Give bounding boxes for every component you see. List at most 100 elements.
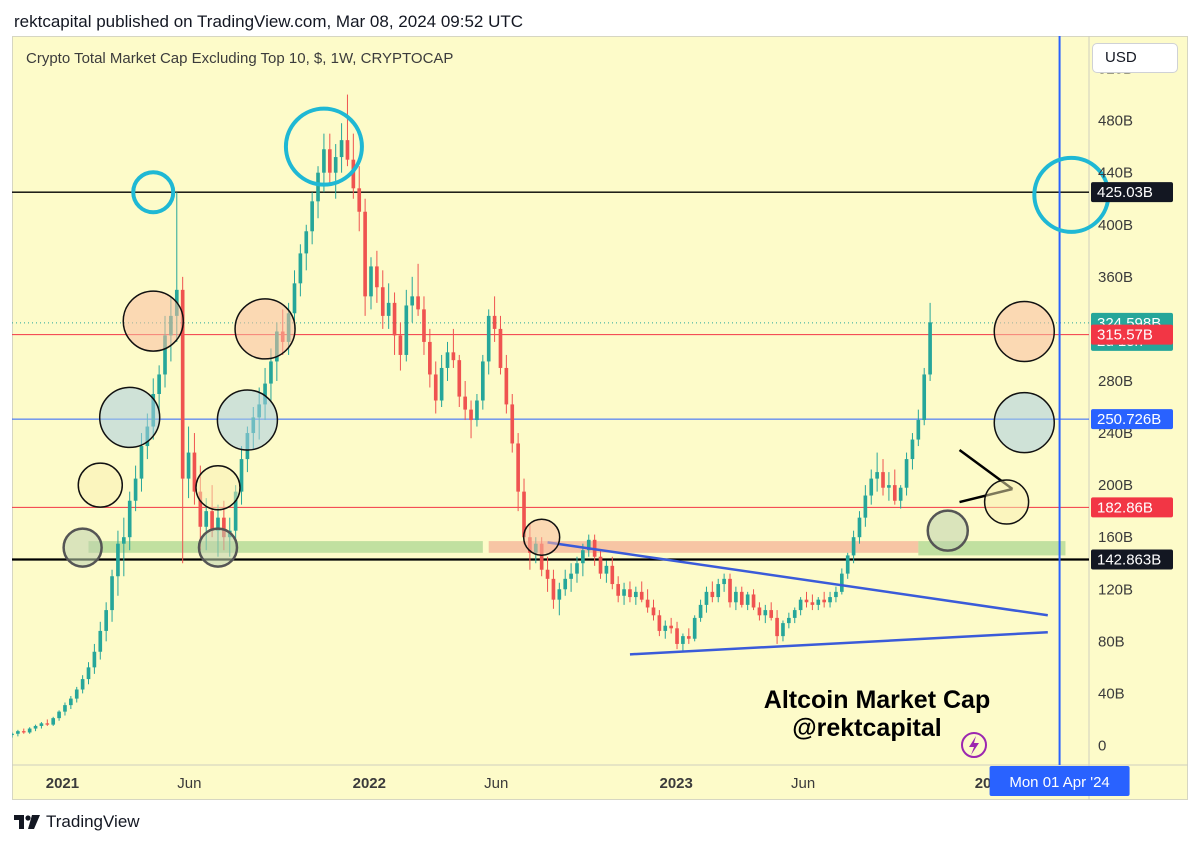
candle-body [763,610,768,616]
candle-body [339,140,344,158]
chart-canvas[interactable]: 040B80B120B160B200B240B280B320B360B400B4… [12,36,1188,800]
candle-body [21,731,26,733]
candle-body [634,591,638,598]
x-tick-label: 20 [975,775,992,792]
candle-body [428,341,432,375]
candle-body [386,302,391,316]
candle-body [545,569,550,579]
candle-body [845,555,850,574]
candle-body [928,322,932,375]
candle-body [12,733,14,736]
currency-button[interactable]: USD [1092,43,1178,73]
trendline [547,541,1048,617]
candle-body [498,328,503,368]
zone-red [488,541,919,553]
candle-body [57,711,61,719]
highlight-circle-gray [926,509,970,552]
y-tick-label: 240B [1098,425,1133,442]
candle-body [180,289,185,479]
candle-body [74,689,79,699]
candle-body [198,491,203,527]
y-tick-label: 400B [1098,217,1133,234]
candle-body [480,361,485,401]
candle-body [439,367,444,401]
candle-body [804,599,809,603]
candle-body [639,591,644,600]
candle-body [751,594,756,608]
candle-body [516,443,520,492]
candle-body [475,400,479,421]
candle-body [792,610,797,618]
candle-body [810,602,815,605]
candle-body [898,487,903,501]
candle-body [269,361,273,384]
candle-body [345,140,350,160]
y-tick-label: 160B [1098,529,1133,546]
crosshair-date-label: Mon 01 Apr '24 [1009,774,1109,791]
candle-body [16,731,20,734]
candle-body [569,573,573,579]
candle-body [127,500,132,538]
candle-body [922,374,927,421]
x-tick-label: Jun [177,775,201,792]
candle-body [51,718,56,725]
candle-body [163,335,167,375]
footer-brand[interactable]: TradingView [46,812,140,831]
chart-title: Crypto Total Market Cap Excluding Top 10… [26,50,454,67]
level-price-label: 250.726B [1097,411,1161,428]
candle-body [892,485,897,501]
candle-body [327,149,332,173]
candle-body [857,517,862,538]
candle-body [422,309,426,342]
candle-body [887,485,891,488]
lightning-icon-bolt [969,736,979,755]
candle-body [851,537,856,556]
candle-body [375,266,379,288]
candle-body [722,578,726,585]
candle-body [875,472,879,479]
candle-body [357,188,362,212]
candle-body [710,591,715,598]
candle-body [681,636,685,644]
x-tick-label: Jun [484,775,508,792]
candle-body [486,315,491,362]
candle-body [133,478,138,501]
level-price-label: 425.03B [1097,184,1153,201]
candle-body [769,610,774,618]
candle-body [645,599,650,608]
highlight-circle-orange [234,298,296,360]
highlight-circle-blue [216,389,279,451]
candle-body [398,335,403,355]
highlight-circle-cyan [283,106,364,187]
candle-body [292,283,297,314]
zone-green [88,541,483,553]
tradingview-logo-icon[interactable] [14,815,40,829]
candle-body [404,305,409,355]
candle-body [745,594,750,605]
highlight-circle-yellow [77,462,124,508]
candle-body [410,296,415,306]
candle-body [834,591,838,598]
candle-body [675,628,679,644]
candle-body [663,625,668,631]
candle-body [192,452,197,492]
annotation-handle: @rektcapital [792,714,941,742]
candle-body [916,420,921,440]
lightning-icon[interactable] [961,732,987,758]
candle-body [80,679,85,690]
footer: TradingView [14,812,140,832]
candle-body [27,728,32,733]
candle-body [657,615,662,631]
candle-body [757,607,762,616]
candle-body [910,439,915,460]
highlight-circle-orange [522,518,561,556]
candle-body [739,591,744,605]
candle-body [586,539,591,551]
trendline [629,630,1048,656]
candle-body [363,211,367,297]
y-tick-label: 200B [1098,477,1133,494]
candle-body [69,698,73,706]
candle-body [451,352,456,361]
candle-body [316,172,320,202]
candle-body [333,157,338,173]
